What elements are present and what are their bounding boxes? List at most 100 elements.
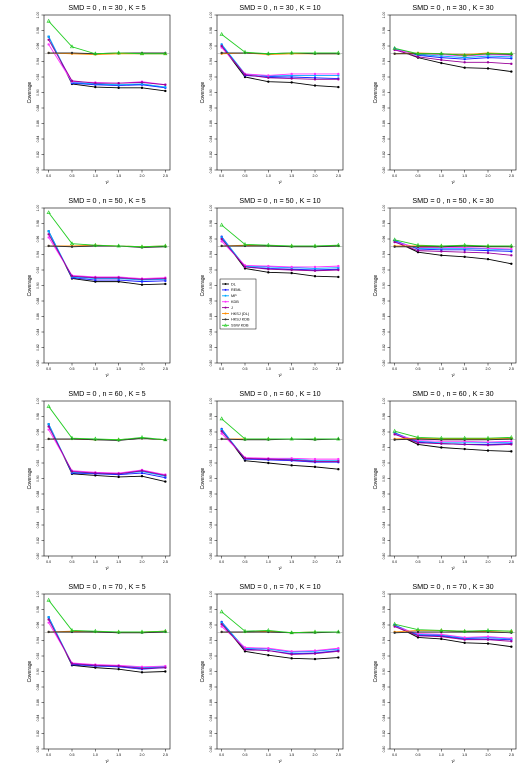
- y-tick-label: 0.96: [36, 43, 40, 50]
- y-tick-label: 0.98: [209, 27, 213, 34]
- x-tick-label: 0.0: [46, 174, 51, 178]
- series-line: [48, 231, 166, 283]
- data-point: [94, 471, 97, 475]
- data-point: [313, 460, 317, 463]
- x-axis-label: τ²: [278, 566, 282, 571]
- series-line: [48, 20, 166, 55]
- data-point: [440, 442, 443, 445]
- data-point: [70, 79, 74, 83]
- data-point: [312, 243, 318, 248]
- legend-label: SSW KDB: [231, 324, 249, 328]
- y-axis-label: Coverage: [373, 467, 379, 489]
- data-point: [267, 654, 270, 657]
- data-point: [242, 628, 248, 633]
- y-axis-label: Coverage: [373, 274, 379, 296]
- series-line: [221, 238, 339, 272]
- y-tick-label: 0.98: [36, 27, 40, 34]
- x-tick-label: 1.0: [266, 753, 271, 757]
- data-point: [462, 435, 467, 440]
- data-point: [267, 264, 270, 268]
- data-point: [510, 247, 513, 251]
- data-point: [47, 425, 50, 428]
- data-point: [313, 72, 317, 76]
- data-point: [94, 664, 97, 667]
- y-tick-label: 0.88: [36, 491, 40, 498]
- chart-title: SMD = 0 , n = 50 , K = 30: [412, 196, 493, 205]
- y-tick-label: 0.90: [209, 668, 213, 675]
- data-point: [416, 630, 420, 634]
- y-tick-label: 0.94: [382, 637, 386, 644]
- y-tick-label: 0.82: [36, 151, 40, 158]
- data-point: [220, 625, 223, 628]
- data-point: [510, 62, 513, 66]
- data-point: [117, 82, 120, 85]
- data-point: [393, 631, 396, 634]
- data-point: [140, 81, 144, 84]
- data-point: [70, 470, 74, 473]
- data-point: [164, 474, 167, 477]
- data-point: [220, 51, 223, 55]
- y-tick-label: 0.88: [36, 105, 40, 112]
- y-tick-label: 0.86: [209, 313, 213, 320]
- y-tick-label: 0.86: [382, 313, 386, 320]
- y-tick-label: 1.00: [36, 12, 40, 19]
- series-line: [394, 433, 512, 452]
- chart-title: SMD = 0 , n = 60 , K = 5: [68, 389, 145, 398]
- data-point: [94, 85, 97, 89]
- y-tick-label: 0.92: [209, 267, 213, 274]
- legend-marker: [224, 294, 227, 297]
- data-point: [47, 244, 50, 248]
- series-line: [221, 623, 339, 655]
- x-tick-label: 0.0: [219, 753, 224, 757]
- data-point: [266, 436, 271, 441]
- data-point: [220, 623, 223, 626]
- data-point: [220, 237, 223, 241]
- series-line: [221, 611, 339, 634]
- x-tick-label: 2.5: [163, 367, 168, 371]
- x-tick-label: 2.0: [140, 367, 145, 371]
- data-point: [93, 436, 98, 441]
- series-line: [394, 48, 512, 73]
- x-axis-label: τ²: [278, 373, 282, 378]
- x-tick-label: 0.5: [243, 367, 248, 371]
- y-tick-label: 1.00: [382, 398, 386, 405]
- series-line: [48, 622, 166, 668]
- data-point: [46, 597, 51, 602]
- data-point: [243, 648, 247, 651]
- x-tick-label: 0.0: [392, 753, 397, 757]
- y-tick-label: 0.94: [36, 251, 40, 258]
- y-tick-label: 0.86: [209, 120, 213, 127]
- data-point: [116, 50, 121, 55]
- plot-frame: [389, 593, 517, 750]
- y-tick-label: 0.96: [209, 429, 213, 436]
- plot-frame: [389, 400, 517, 557]
- y-tick-label: 1.00: [36, 398, 40, 405]
- series-line: [221, 241, 339, 268]
- y-tick-label: 0.94: [36, 637, 40, 644]
- y-tick-label: 0.90: [209, 89, 213, 96]
- data-point: [117, 86, 120, 90]
- y-axis-label: Coverage: [200, 467, 206, 489]
- data-point: [267, 647, 270, 650]
- series-line: [394, 239, 512, 247]
- y-tick-label: 0.96: [382, 622, 386, 629]
- y-tick-label: 0.98: [36, 220, 40, 227]
- x-tick-label: 0.5: [416, 753, 421, 757]
- data-point: [163, 628, 168, 633]
- data-point: [313, 649, 317, 652]
- y-tick-label: 0.96: [209, 622, 213, 629]
- x-tick-label: 0.0: [46, 560, 51, 564]
- data-point: [486, 61, 490, 64]
- data-point: [220, 244, 223, 248]
- x-axis-label: τ²: [105, 373, 109, 378]
- y-tick-label: 1.00: [209, 12, 213, 19]
- data-point: [47, 43, 50, 46]
- data-point: [416, 55, 420, 59]
- series-line: [48, 36, 166, 89]
- data-point: [463, 250, 466, 254]
- data-point: [510, 437, 513, 441]
- y-tick-label: 0.84: [382, 715, 386, 722]
- legend-label: DL: [231, 282, 236, 286]
- x-tick-label: 2.0: [313, 174, 318, 178]
- data-point: [290, 650, 293, 653]
